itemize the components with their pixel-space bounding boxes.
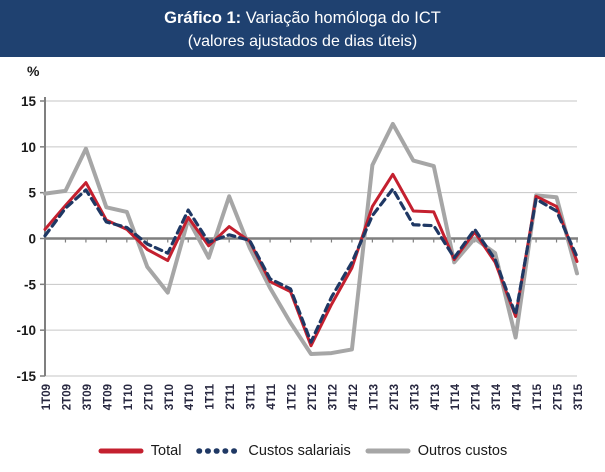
svg-text:0: 0 [28, 232, 36, 247]
chart-legend: Total Custos salariais Outros custos [0, 438, 605, 464]
chart-title: Gráfico 1: Variação homóloga do ICT [0, 7, 605, 30]
svg-text:10: 10 [21, 140, 36, 155]
svg-text:2T14: 2T14 [471, 383, 483, 410]
svg-text:4T12: 4T12 [348, 384, 360, 410]
svg-text:2T15: 2T15 [553, 383, 565, 410]
svg-text:2T13: 2T13 [389, 384, 401, 410]
svg-text:4T14: 4T14 [512, 383, 524, 410]
svg-text:3T12: 3T12 [327, 384, 339, 410]
chart-title-banner: Gráfico 1: Variação homóloga do ICT (val… [0, 0, 605, 57]
svg-text:3T13: 3T13 [409, 384, 421, 410]
legend-label-total: Total [150, 443, 182, 459]
legend-item-custos-salariais: Custos salariais [195, 443, 351, 459]
legend-label-custos-salariais: Custos salariais [248, 443, 351, 459]
svg-text:4T11: 4T11 [266, 383, 278, 409]
svg-text:2T10: 2T10 [143, 384, 155, 410]
svg-text:15: 15 [21, 94, 37, 109]
svg-text:2T12: 2T12 [307, 384, 319, 410]
legend-item-total: Total [98, 443, 182, 459]
svg-text:3T10: 3T10 [164, 384, 176, 410]
svg-text:4T13: 4T13 [430, 384, 442, 410]
legend-swatch-custos-salariais-icon [196, 448, 242, 454]
svg-text:-5: -5 [24, 277, 36, 292]
svg-text:3T11: 3T11 [246, 383, 258, 409]
chart-subtitle: (valores ajustados de dias úteis) [187, 33, 418, 50]
svg-text:1T14: 1T14 [450, 383, 462, 410]
svg-text:3T14: 3T14 [491, 383, 503, 410]
legend-label-outros-custos: Outros custos [417, 443, 508, 459]
chart-title-prefix: Gráfico 1: [164, 9, 242, 27]
svg-text:4T09: 4T09 [102, 384, 114, 410]
svg-text:3T15: 3T15 [573, 383, 585, 410]
svg-text:3T09: 3T09 [82, 384, 94, 410]
svg-text:1T11: 1T11 [205, 383, 217, 409]
svg-text:1T15: 1T15 [532, 383, 544, 410]
svg-text:-10: -10 [16, 323, 36, 338]
line-chart-canvas: 15 10 5 0 -5 -10 -15 1T09 2T09 3T09 4T09 1T10 2T10 3T… [16, 94, 585, 410]
svg-text:1T13: 1T13 [368, 384, 380, 410]
legend-swatch-total-icon [98, 448, 144, 454]
chart-title-text: Variação homóloga do ICT [241, 9, 441, 27]
svg-text:5: 5 [28, 186, 36, 201]
svg-text:1T09: 1T09 [41, 384, 53, 410]
svg-text:2T11: 2T11 [225, 383, 237, 409]
legend-item-outros-custos: Outros custos [365, 443, 507, 459]
svg-text:1T10: 1T10 [123, 384, 135, 410]
svg-text:1T12: 1T12 [287, 384, 299, 410]
svg-text:-15: -15 [16, 369, 36, 384]
svg-text:2T09: 2T09 [61, 384, 73, 410]
svg-text:4T10: 4T10 [184, 384, 196, 410]
y-axis-unit-label: % [27, 63, 40, 79]
legend-swatch-outros-custos-icon [365, 448, 411, 454]
